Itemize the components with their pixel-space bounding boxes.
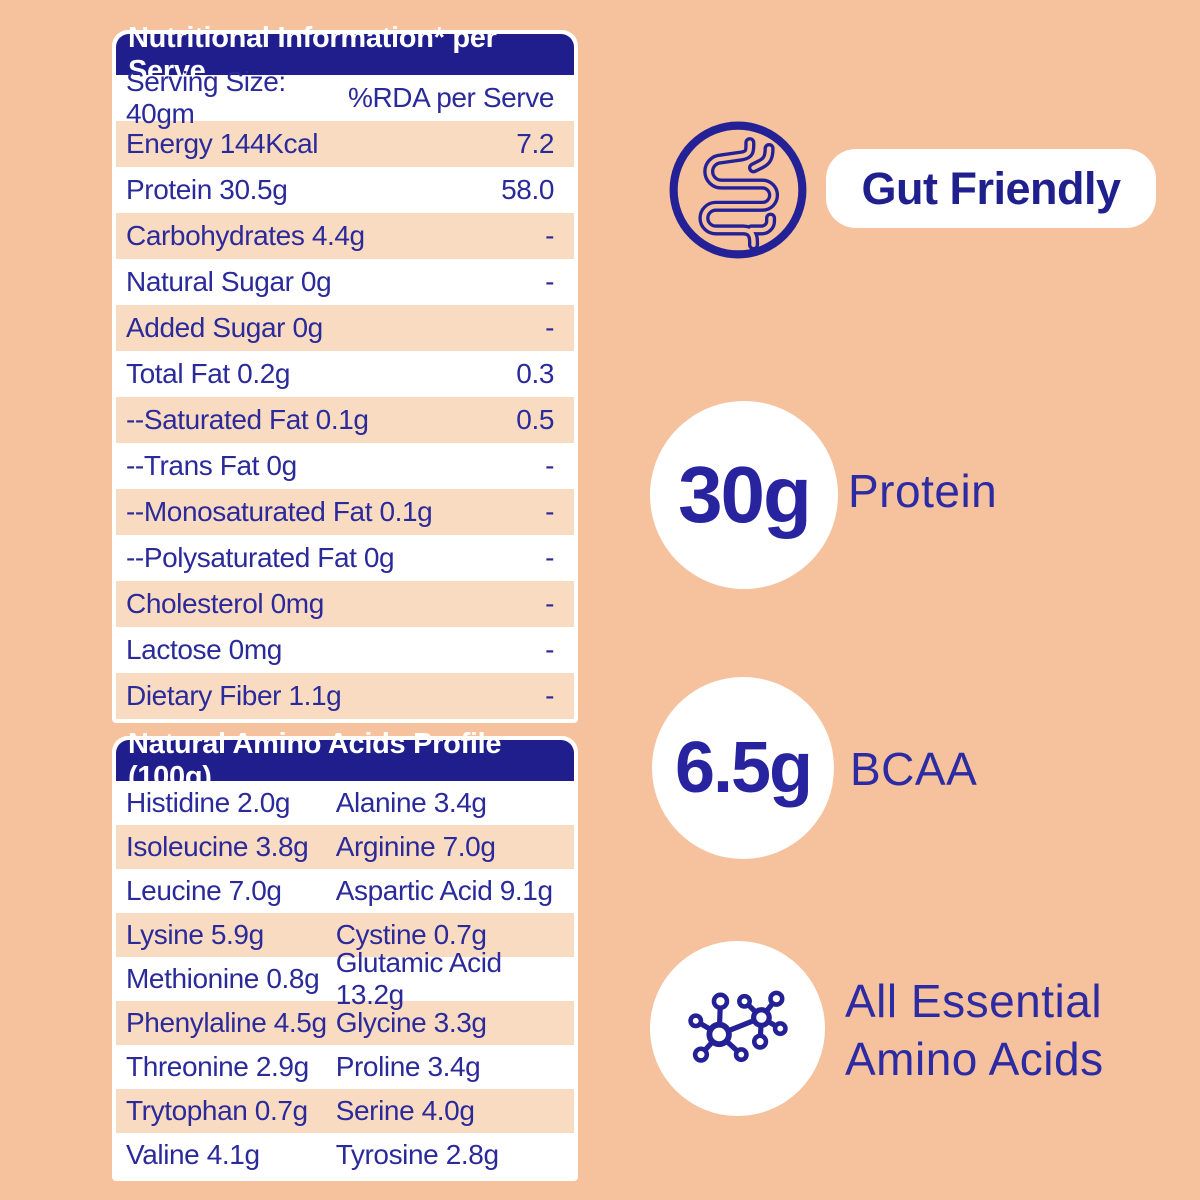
gut-friendly-label: Gut Friendly bbox=[861, 162, 1121, 214]
table-row: Methionine 0.8g Glutamic Acid 13.2g bbox=[126, 947, 502, 1010]
amino-acids-label: All Essential Amino Acids bbox=[845, 972, 1104, 1088]
table-row: --Saturated Fat 0.1g 0.5 bbox=[116, 397, 574, 443]
table-row: Threonine 2.9g Proline 3.4g bbox=[126, 1051, 481, 1082]
table-row: Natural Sugar 0g - bbox=[126, 266, 554, 297]
rda-column-label: %RDA per Serve bbox=[347, 82, 554, 113]
amino-acids-table: Natural Amino Acids Profile (100g) Histi… bbox=[112, 728, 578, 1181]
serving-size: Serving Size: 40gm bbox=[126, 66, 286, 129]
table-row: Dietary Fiber 1.1g - bbox=[116, 673, 574, 719]
table-row: Phenylaline 4.5g Glycine 3.3g bbox=[116, 1001, 574, 1045]
gut-friendly-badge: Gut Friendly bbox=[826, 149, 1156, 228]
gut-icon bbox=[664, 116, 812, 264]
table-row: Lysine 5.9g Cystine 0.7g bbox=[116, 913, 574, 957]
table-row: --Monosaturated Fat 0.1g - bbox=[116, 489, 574, 535]
bcaa-label: BCAA bbox=[850, 743, 978, 795]
table-row: Trytophan 0.7g Serine 4.0g bbox=[116, 1089, 574, 1133]
bcaa-amount: 6.5g bbox=[674, 728, 813, 808]
table-row: Cholesterol 0mg - bbox=[116, 581, 574, 627]
table-row: Valine 4.1g Tyrosine 2.8g bbox=[126, 1139, 499, 1170]
protein-badge: 30g bbox=[650, 401, 838, 589]
table-row: Protein 30.5g 58.0 bbox=[126, 174, 554, 205]
table-row: Energy 144Kcal 7.2 bbox=[116, 121, 574, 167]
table-row: Histidine 2.0g Alanine 3.4g bbox=[126, 787, 487, 818]
table-row: Leucine 7.0g Aspartic Acid 9.1g bbox=[126, 875, 553, 906]
molecule-icon bbox=[673, 961, 803, 1096]
table-row: Lactose 0mg - bbox=[126, 634, 554, 665]
protein-amount: 30g bbox=[678, 450, 812, 539]
table-row: Total Fat 0.2g 0.3 bbox=[126, 358, 554, 389]
amino-acids-label-line1: All Essential bbox=[845, 975, 1103, 1027]
table-row: --Polysaturated Fat 0g - bbox=[126, 542, 554, 573]
nutrition-column-header: Serving Size: 40gm %RDA per Serve bbox=[116, 66, 574, 129]
amino-table-title: Natural Amino Acids Profile (100g) bbox=[116, 728, 574, 793]
amino-acids-badge bbox=[650, 941, 825, 1116]
table-row: Isoleucine 3.8g Arginine 7.0g bbox=[116, 825, 574, 869]
table-row: Added Sugar 0g - bbox=[116, 305, 574, 351]
protein-label: Protein bbox=[848, 465, 998, 517]
amino-acids-label-line2: Amino Acids bbox=[845, 1033, 1104, 1085]
table-row: --Trans Fat 0g - bbox=[126, 450, 554, 481]
bcaa-badge: 6.5g bbox=[652, 677, 834, 859]
table-row: Carbohydrates 4.4g - bbox=[116, 213, 574, 259]
nutrition-table: Nutritional Information* per Serve Servi… bbox=[112, 22, 578, 723]
nutrition-table-title: Nutritional Information* per Serve bbox=[116, 22, 574, 87]
